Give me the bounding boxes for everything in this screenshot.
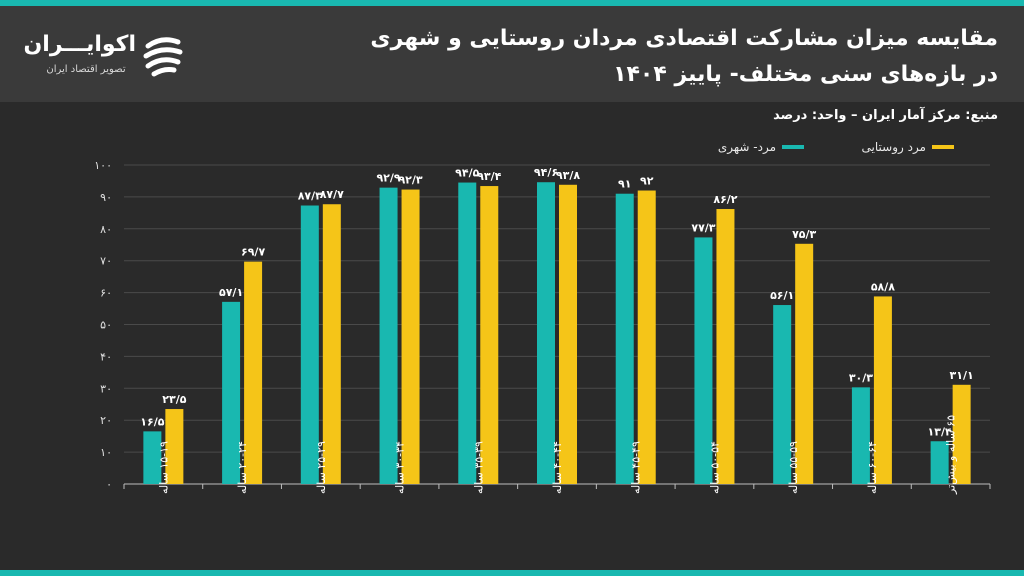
y-tick-label: ۲۰ <box>100 414 112 427</box>
bottom-accent-bar <box>0 570 1024 576</box>
y-tick-label: ۳۰ <box>100 382 112 395</box>
bar-rural <box>401 189 420 485</box>
data-label-rural: ۳۱/۱ <box>950 369 974 382</box>
data-label-urban: ۸۷/۳ <box>298 190 322 203</box>
bar-rural <box>795 243 814 484</box>
bar-rural <box>165 409 184 484</box>
bar-rural <box>322 204 341 484</box>
x-tick-label: ۶۵ ساله و بیش‌تر <box>945 415 958 495</box>
data-label-urban: ۱۶/۵ <box>140 415 164 428</box>
data-label-urban: ۵۶/۱ <box>770 289 794 302</box>
legend-swatch-urban <box>782 145 804 149</box>
x-tick-label: ۲۵-۲۹ ساله <box>315 441 328 494</box>
source-note: منبع: مرکز آمار ایران – واحد: درصد <box>773 108 998 123</box>
bar-rural <box>716 209 735 484</box>
data-label-urban: ۵۷/۱ <box>219 286 243 299</box>
bar-rural <box>952 384 971 484</box>
bar-urban <box>143 431 162 484</box>
data-label-rural: ۸۷/۷ <box>320 188 344 201</box>
data-label-rural: ۷۵/۳ <box>792 228 816 241</box>
data-label-rural: ۶۹/۷ <box>241 246 265 259</box>
y-tick-label: ۱۰ <box>100 446 112 459</box>
logo-name: اکوایـــران <box>23 32 137 57</box>
x-tick-label: ۴۵-۴۹ ساله <box>630 441 643 494</box>
x-tick-label: ۳۰-۳۴ ساله <box>394 441 407 494</box>
x-tick-label: ۵۵-۵۹ ساله <box>787 441 800 494</box>
y-tick-label: ۶۰ <box>100 287 112 300</box>
top-accent-bar <box>0 0 1024 6</box>
chart-title: مقایسه میزان مشارکت اقتصادی مردان روستای… <box>370 26 998 51</box>
bar-rural <box>873 296 892 484</box>
legend-swatch-rural <box>932 145 954 149</box>
data-label-urban: ۷۷/۳ <box>691 221 715 234</box>
data-label-urban: ۹۴/۵ <box>455 167 479 180</box>
bar-urban <box>222 301 241 484</box>
data-label-rural: ۹۲ <box>640 175 654 188</box>
bar-urban <box>300 205 319 484</box>
y-tick-label: ۹۰ <box>100 191 112 204</box>
data-label-urban: ۱۳/۴ <box>928 425 952 438</box>
bar-rural <box>559 184 577 484</box>
data-label-rural: ۹۳/۸ <box>556 169 580 182</box>
x-tick-label: ۳۵-۳۹ ساله <box>472 441 485 494</box>
legend-label-urban: مرد- شهری <box>717 140 776 154</box>
bar-urban <box>615 193 634 484</box>
bar-rural <box>244 261 263 484</box>
data-label-rural: ۲۳/۵ <box>162 393 186 406</box>
bar-urban <box>694 237 713 484</box>
bar-rural <box>480 186 499 484</box>
data-label-urban: ۹۲/۹ <box>376 172 400 185</box>
data-label-urban: ۹۱ <box>618 178 631 191</box>
bar-urban <box>379 187 398 485</box>
y-tick-label: ۰ <box>106 478 112 491</box>
data-label-rural: ۹۲/۳ <box>398 174 422 187</box>
x-tick-label: ۵۰-۵۴ ساله <box>708 441 721 494</box>
bar-urban <box>930 441 949 484</box>
data-label-urban: ۹۴/۶ <box>534 166 558 179</box>
x-tick-label: ۴۰-۴۴ ساله <box>551 441 564 494</box>
y-tick-label: ۷۰ <box>100 255 112 268</box>
data-label-urban: ۳۰/۳ <box>849 371 873 384</box>
y-tick-label: ۵۰ <box>100 319 112 332</box>
bar-rural <box>637 190 656 484</box>
y-tick-label: ۴۰ <box>100 350 112 363</box>
legend-item-rural: مرد روستایی <box>862 140 954 154</box>
data-label-rural: ۵۸/۸ <box>871 280 895 293</box>
chart-subtitle: در بازه‌های سنی مختلف- پاییز ۱۴۰۴ <box>613 62 998 87</box>
x-tick-label: ۱۵-۱۹ ساله <box>157 441 170 494</box>
bar-urban <box>773 305 792 484</box>
x-tick-label: ۲۰-۲۴ ساله <box>236 441 249 494</box>
logo-mark-icon <box>143 37 183 77</box>
header: مقایسه میزان مشارکت اقتصادی مردان روستای… <box>0 6 1024 102</box>
legend-item-urban: مرد- شهری <box>718 140 804 154</box>
legend-label-rural: مرد روستایی <box>861 140 926 154</box>
bar-urban <box>537 182 555 484</box>
bar-urban <box>458 182 477 485</box>
bar-urban <box>851 387 870 484</box>
brand-logo: اکوایـــران تصویر اقتصاد ایران <box>23 28 216 88</box>
y-tick-label: ۱۰۰ <box>94 159 112 172</box>
y-tick-label: ۸۰ <box>100 223 112 236</box>
data-label-rural: ۸۶/۲ <box>713 193 737 206</box>
x-tick-label: ۶۰-۶۴ ساله <box>866 441 879 494</box>
data-label-rural: ۹۳/۴ <box>477 170 501 183</box>
logo-tagline: تصویر اقتصاد ایران <box>46 64 126 75</box>
